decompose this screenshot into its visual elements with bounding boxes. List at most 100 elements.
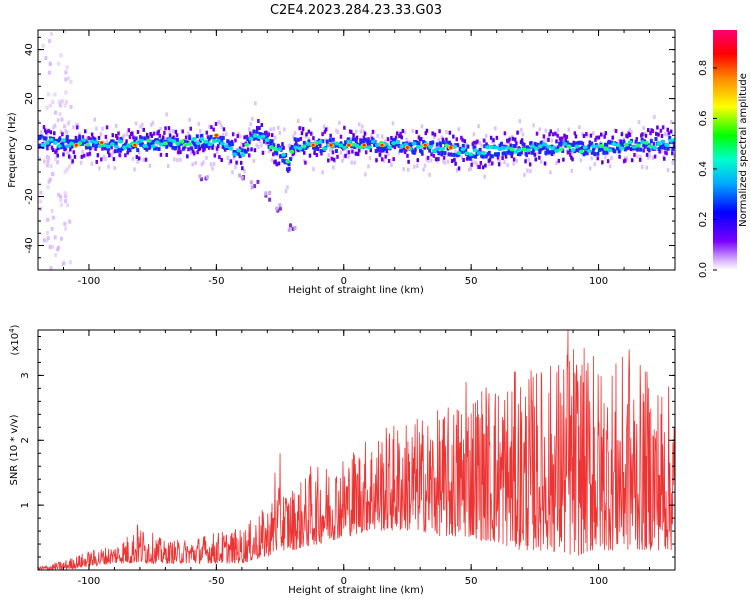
spectrogram-cell [57, 100, 61, 105]
spectrogram-cell [62, 152, 65, 157]
spectrogram-cell [432, 153, 436, 158]
spectrogram-cell [142, 157, 145, 162]
spectrogram-cell [105, 139, 109, 144]
spectrogram-cell [187, 147, 190, 152]
spectrogram-cell [49, 31, 53, 36]
spectrogram-cell [572, 140, 575, 145]
spectrogram-cell [401, 128, 405, 133]
spectrogram-cell [504, 154, 508, 159]
spectrogram-cell [112, 157, 116, 162]
spectrogram-cell [526, 168, 529, 173]
spectrogram-cell [521, 141, 525, 146]
spectrogram-frame [37, 29, 676, 271]
spectrogram-cell [281, 152, 287, 157]
spectrogram-cell [93, 137, 97, 142]
spectrogram-cell [221, 136, 225, 141]
spectrogram-cell [556, 145, 560, 150]
spectrogram-cell [521, 147, 527, 152]
spectrogram-cell [159, 152, 163, 157]
spectrogram-cell [48, 62, 52, 67]
spectrogram-cell [397, 143, 401, 148]
spectrogram-cell [452, 134, 455, 139]
spectrogram-cell [552, 150, 556, 155]
spectrogram-cell [431, 148, 437, 153]
spectrogram-cell [343, 125, 346, 130]
spectrogram-cell [69, 79, 73, 84]
spectrogram-cell [431, 140, 435, 145]
spectrogram-cell [356, 148, 360, 153]
spectrogram-cell [42, 136, 46, 141]
spectrogram-cell [416, 163, 419, 168]
spectrogram-cell [312, 167, 315, 172]
spectrogram-cell [510, 150, 514, 155]
spectrogram-cell [241, 145, 245, 150]
spectrogram-cell [512, 143, 516, 148]
spectrogram-cell [116, 136, 119, 141]
spectrogram-cell [529, 144, 535, 149]
spectrogram-cell [669, 129, 673, 134]
spectrogram-cell [441, 140, 445, 145]
spectrogram-cell [344, 140, 348, 145]
spectrogram-cell [300, 131, 304, 136]
spectrogram-cell [559, 140, 563, 145]
spectrogram-cell [165, 144, 169, 149]
spectrogram-cell [634, 139, 638, 144]
spectrogram-cell [113, 144, 119, 149]
spectrogram-cell [144, 157, 148, 162]
spectrogram-cell [626, 134, 629, 139]
spectrogram-cell [321, 170, 324, 175]
spectrogram-cell [646, 128, 650, 133]
spectrogram-cell [113, 166, 116, 171]
spectrogram-cell [384, 139, 387, 144]
spectrogram-cell [659, 144, 663, 149]
spectrogram-cell [460, 135, 463, 140]
spectrogram-cell [644, 133, 648, 138]
spectrogram-cell [536, 142, 540, 147]
spectrogram-cell [199, 128, 202, 133]
spectrogram-cell [205, 155, 208, 160]
spectrogram-cell [40, 129, 43, 134]
spectrogram-cell [604, 131, 608, 136]
spectrogram-cell [671, 160, 674, 165]
spectrogram-cell [46, 236, 50, 241]
spectrogram-cell [227, 142, 231, 147]
spectrogram-cell [296, 118, 300, 123]
spectrogram-cell [258, 131, 262, 136]
spectrogram-cell [149, 142, 153, 147]
spectrogram-cell [139, 124, 142, 129]
spectrogram-cell [535, 152, 538, 157]
spectrogram-cell [567, 127, 570, 132]
spectrogram-cell [268, 138, 272, 143]
spectrogram-cell [194, 161, 197, 166]
spectrogram-cell [399, 131, 402, 136]
spectrogram-trail-cell [293, 225, 297, 230]
spectrogram-cell [630, 158, 634, 163]
spectrogram-cell [465, 156, 469, 161]
spectrogram-cell [436, 146, 442, 151]
spectrogram-cell [186, 131, 190, 136]
snr-multiplier-exp: 4 [8, 328, 16, 333]
spectrogram-cell [241, 166, 244, 171]
spectrogram-cell [102, 154, 106, 159]
spectrogram-cell [302, 140, 306, 145]
spectrogram-cell [338, 143, 344, 148]
spectrogram-cell [610, 155, 613, 160]
spectrogram-cell [570, 142, 574, 147]
spectrogram-cell [354, 143, 360, 148]
spectrogram-cell [368, 141, 371, 146]
spectrogram-cell [354, 151, 358, 156]
spectrogram-cell [69, 141, 75, 146]
spectrogram-cell [240, 152, 246, 157]
spectrogram-cell [56, 153, 59, 158]
spectrogram-cell [608, 164, 612, 169]
spectrogram-cell [131, 156, 135, 161]
spectrogram-hot-spot-core [380, 143, 384, 147]
spectrogram-cell [75, 139, 79, 144]
spectrogram-cell [542, 145, 546, 150]
spectrogram-cell [564, 137, 567, 142]
spectrogram-cell [533, 141, 537, 146]
spectrogram-cell [311, 145, 315, 150]
spectrogram-cell [407, 159, 410, 164]
spectrogram-cell [46, 185, 50, 190]
spectrogram-cell [411, 149, 415, 154]
